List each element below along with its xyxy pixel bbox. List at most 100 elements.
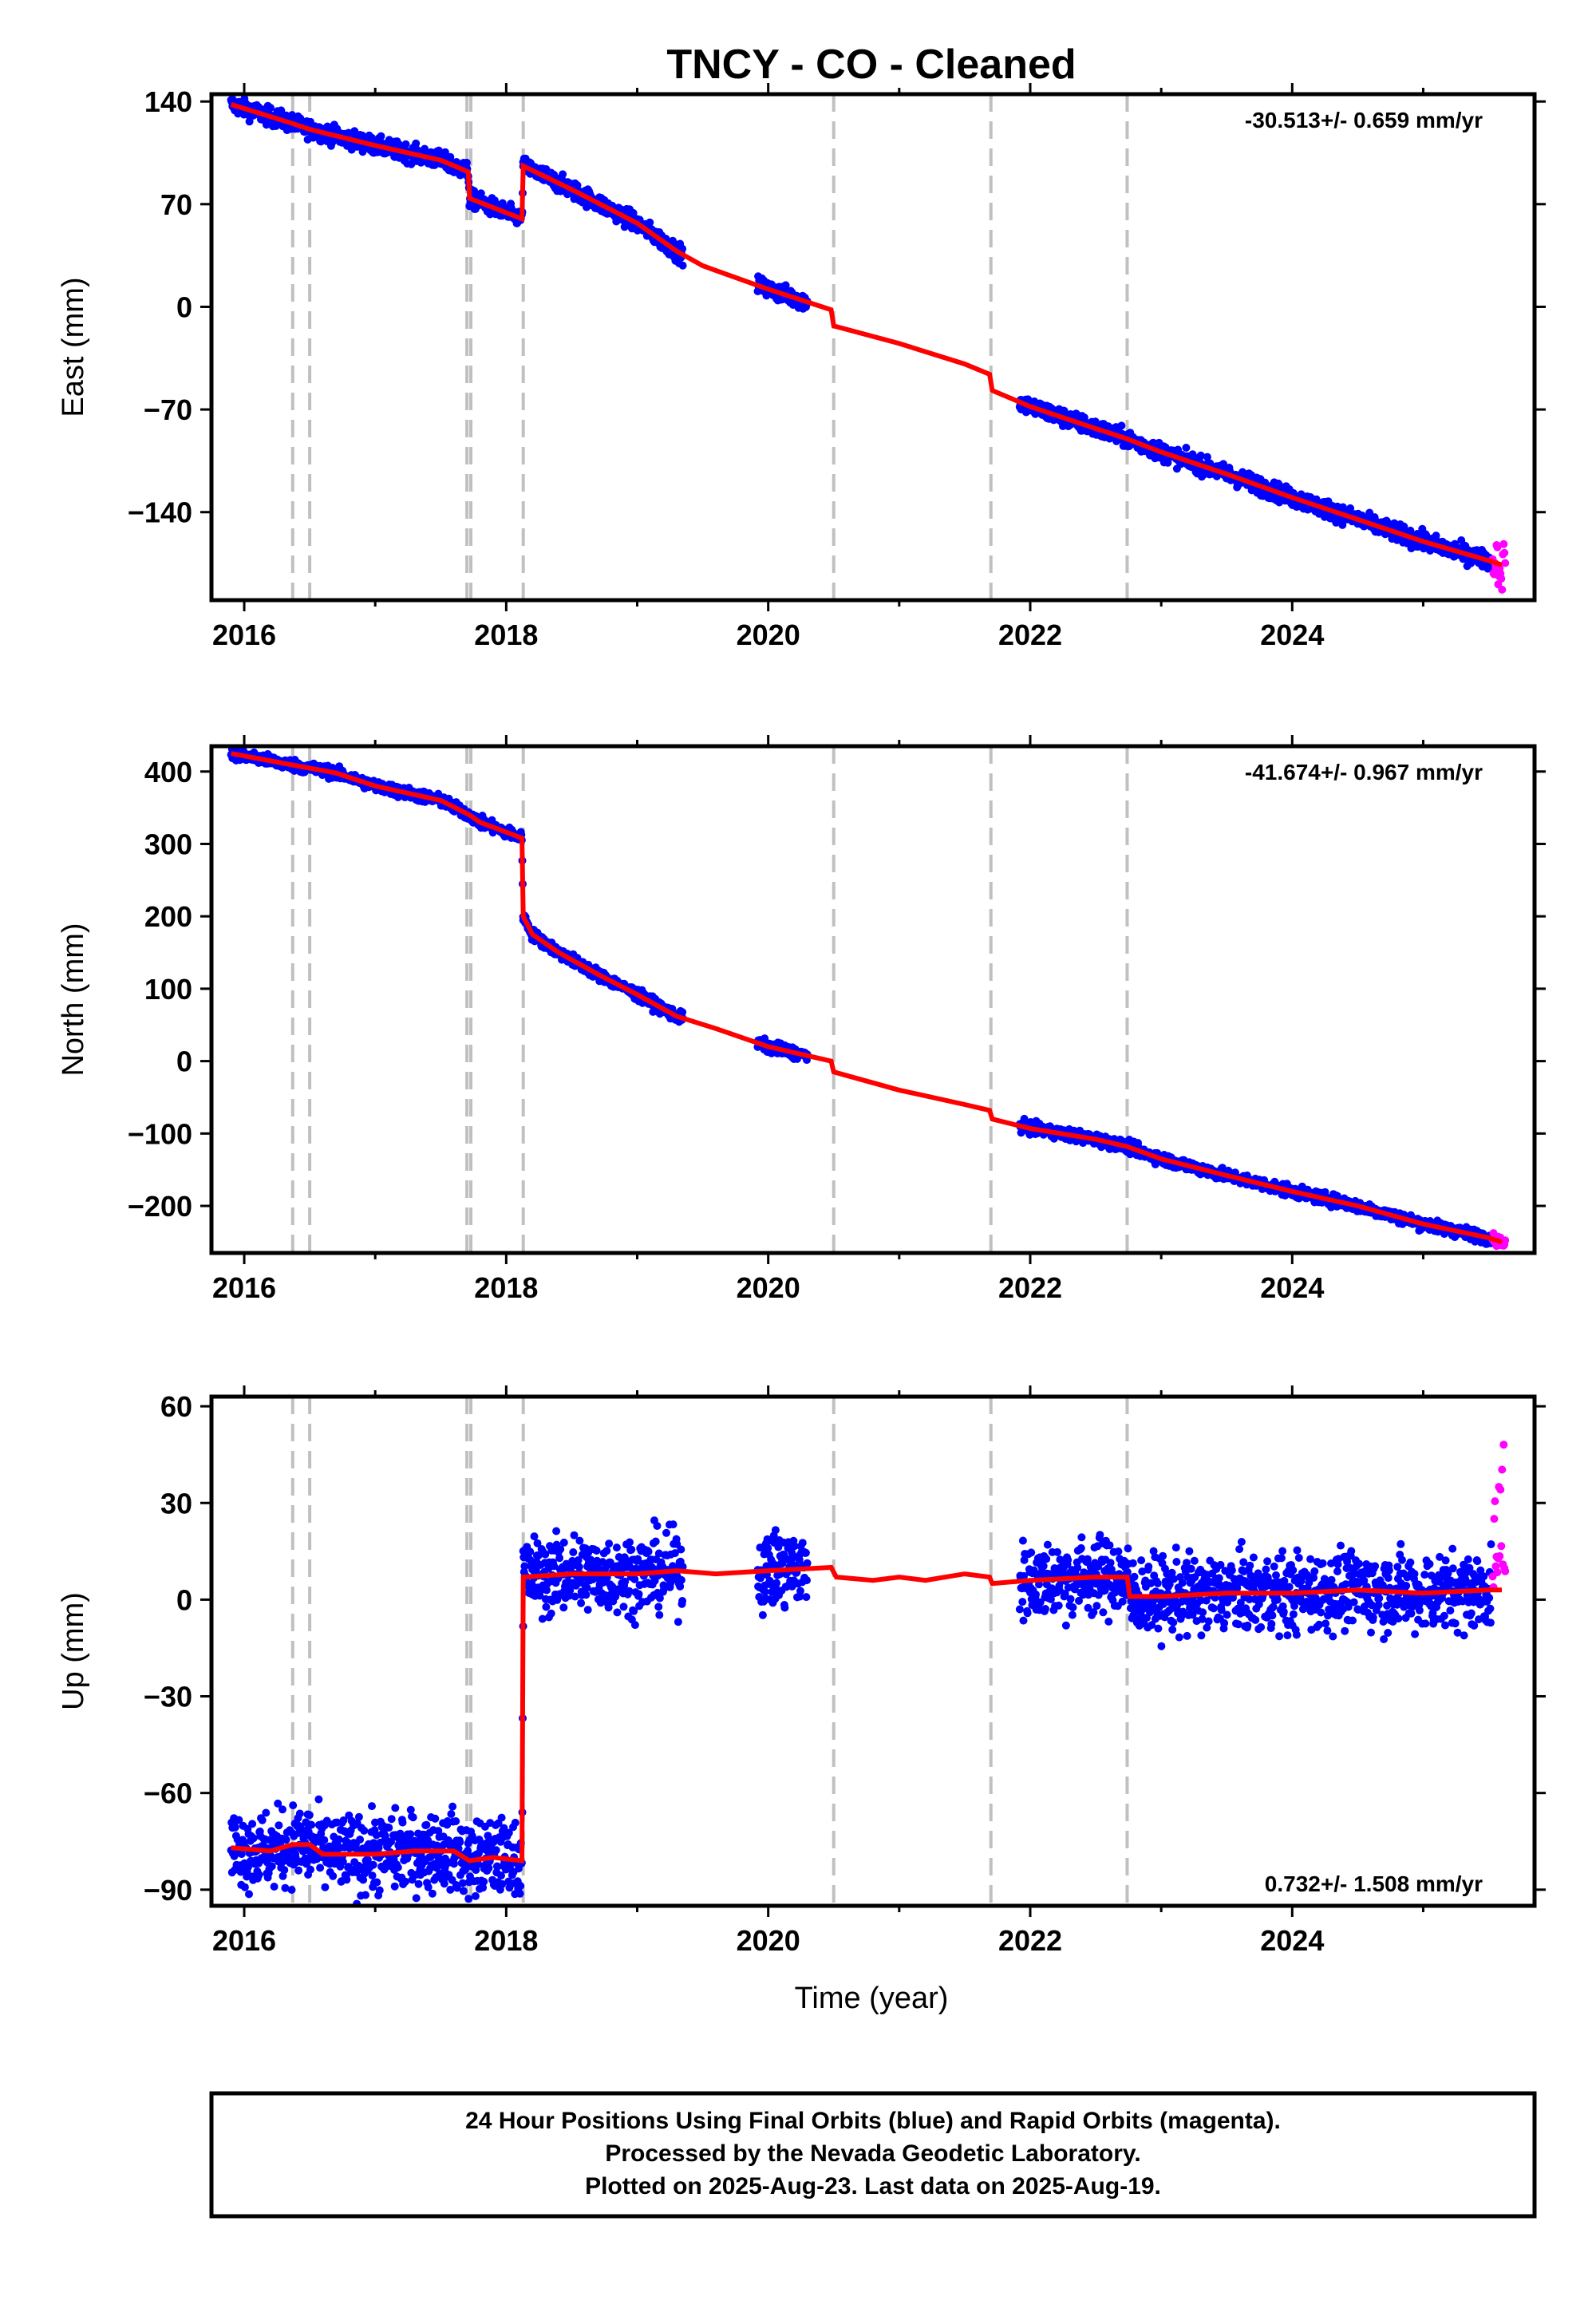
y-axis-label-east: East (mm) xyxy=(57,277,90,417)
final-point xyxy=(559,170,567,179)
final-point xyxy=(449,1860,458,1868)
x-tick-label: 2020 xyxy=(737,1271,800,1304)
final-point xyxy=(474,1860,483,1868)
panel-frame-north xyxy=(209,744,1537,1255)
x-tick-label: 2016 xyxy=(212,619,276,651)
y-tick-label: 0 xyxy=(176,1045,192,1078)
final-point xyxy=(289,1801,298,1810)
final-point xyxy=(231,1823,239,1832)
y-axis-label-north: North (mm) xyxy=(57,923,90,1076)
x-tick-label: 2016 xyxy=(212,1271,276,1304)
final-point xyxy=(440,148,449,156)
y-tick-label: −70 xyxy=(144,393,192,426)
final-point xyxy=(249,1834,258,1843)
final-point xyxy=(412,1894,421,1903)
final-point xyxy=(360,1826,369,1835)
final-point xyxy=(245,1890,253,1899)
final-point xyxy=(480,1877,488,1886)
final-point xyxy=(462,158,471,167)
final-points-up xyxy=(227,1516,1495,1906)
final-point xyxy=(646,218,654,227)
final-point xyxy=(306,1865,314,1874)
final-point xyxy=(484,1863,493,1872)
final-point xyxy=(359,1875,368,1884)
final-point xyxy=(356,1836,365,1844)
final-point xyxy=(1219,460,1227,468)
x-tick-label: 2018 xyxy=(474,1271,538,1304)
final-point xyxy=(361,1891,369,1899)
final-point xyxy=(387,1815,396,1824)
final-point xyxy=(245,117,254,126)
y-tick-label: 400 xyxy=(144,756,192,788)
rapid-point xyxy=(1498,585,1507,594)
final-point xyxy=(338,1857,347,1866)
rapid-point xyxy=(1500,548,1509,557)
x-tick-label: 2018 xyxy=(474,619,538,651)
final-point xyxy=(334,1835,343,1844)
y-tick-label: 0 xyxy=(176,290,192,323)
final-point xyxy=(422,1820,431,1829)
y-tick-label: 200 xyxy=(144,900,192,933)
final-point xyxy=(409,1813,417,1822)
final-point xyxy=(280,1866,289,1875)
final-point xyxy=(408,1875,417,1884)
final-point xyxy=(447,1810,456,1818)
rapid-point xyxy=(1501,559,1510,567)
final-point xyxy=(267,1862,276,1871)
final-point xyxy=(294,1866,303,1875)
final-point xyxy=(479,1883,488,1892)
final-point xyxy=(240,1883,249,1891)
final-point xyxy=(464,1895,473,1903)
final-point xyxy=(368,1802,376,1811)
final-point xyxy=(262,1808,271,1817)
final-point xyxy=(1196,451,1205,460)
model-line-north xyxy=(231,751,1503,1245)
final-point xyxy=(329,1871,338,1880)
final-point xyxy=(401,140,410,148)
panel-north: 2016 2018 2020 2022 20244003002001000−100−20… xyxy=(57,735,1546,1304)
final-point xyxy=(446,152,455,161)
final-point xyxy=(258,1816,267,1824)
final-point xyxy=(459,1887,468,1895)
x-tick-label: 2022 xyxy=(998,619,1062,651)
y-tick-label: 140 xyxy=(144,85,192,118)
final-point xyxy=(375,1886,384,1895)
final-point xyxy=(398,1818,407,1827)
final-point xyxy=(1432,532,1440,540)
final-point xyxy=(428,1889,437,1898)
final-point xyxy=(377,132,385,140)
final-point xyxy=(255,1871,263,1879)
final-point xyxy=(302,1846,311,1855)
final-point xyxy=(279,1871,287,1880)
y-tick-label: −200 xyxy=(128,1190,192,1223)
final-point xyxy=(471,1891,480,1900)
final-point xyxy=(1346,504,1355,512)
final-point xyxy=(316,1863,325,1872)
plot-area-east xyxy=(227,94,1510,600)
final-point xyxy=(305,1811,314,1820)
x-tick-label: 2024 xyxy=(1260,1271,1324,1304)
final-point xyxy=(1182,444,1191,452)
final-point xyxy=(401,1877,409,1886)
final-point xyxy=(321,1883,330,1891)
chart-title: TNCY - CO - Cleaned xyxy=(666,41,1076,88)
final-point xyxy=(342,1875,351,1884)
final-point xyxy=(452,1883,461,1892)
final-point xyxy=(354,1812,363,1821)
final-point xyxy=(372,1831,381,1840)
final-point xyxy=(339,1816,348,1824)
final-point xyxy=(314,1795,323,1804)
final-point xyxy=(456,1838,464,1847)
rate-label-north: -41.674+/- 0.967 mm/yr xyxy=(1245,760,1483,785)
final-point xyxy=(391,1804,400,1812)
rapid-point xyxy=(1497,575,1506,583)
model-line-east xyxy=(230,102,1503,567)
final-point xyxy=(385,1824,393,1832)
final-point xyxy=(368,1871,377,1880)
final-point xyxy=(369,1860,377,1869)
final-point xyxy=(434,1827,443,1836)
final-point xyxy=(237,1850,246,1859)
rapid-point xyxy=(1493,543,1502,551)
